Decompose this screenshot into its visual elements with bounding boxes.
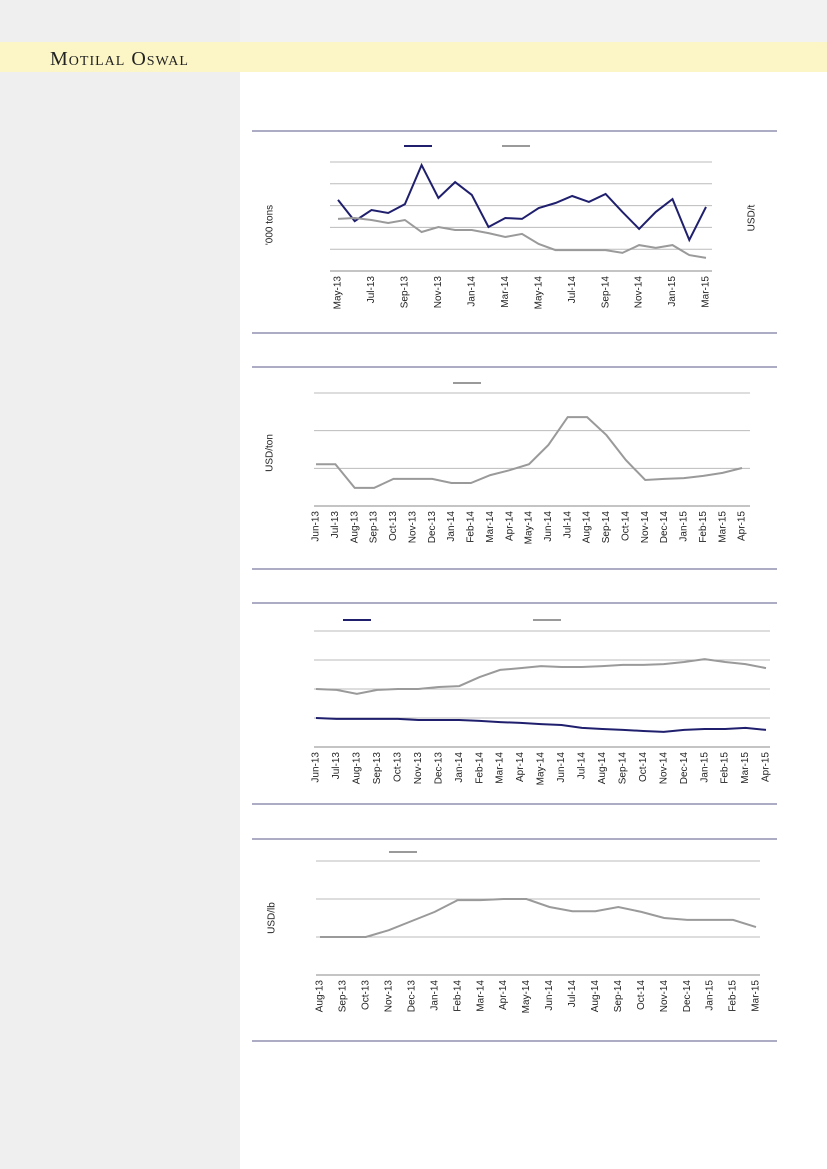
x-tick-label: Dec-13 bbox=[427, 511, 438, 544]
x-tick-label: Mar-15 bbox=[740, 752, 751, 784]
x-tick-label: Apr-15 bbox=[761, 752, 772, 782]
top-band bbox=[240, 0, 827, 42]
brand-band bbox=[0, 42, 827, 72]
x-tick-label: Jul-14 bbox=[567, 980, 578, 1008]
x-tick-label: Jan-15 bbox=[667, 276, 678, 307]
x-tick-label: Mar-14 bbox=[500, 276, 511, 308]
series-line bbox=[315, 717, 767, 733]
x-tick-label: Feb-14 bbox=[466, 511, 477, 543]
x-tick-label: Mar-14 bbox=[485, 511, 496, 543]
x-tick-label: Oct-14 bbox=[620, 511, 631, 541]
x-tick-label: Aug-13 bbox=[315, 980, 326, 1013]
x-tick-label: Jul-13 bbox=[366, 276, 377, 304]
series-line bbox=[320, 898, 757, 938]
x-tick-label: Sep-13 bbox=[338, 980, 349, 1013]
sidebar bbox=[0, 0, 240, 1169]
x-tick-label: Feb-15 bbox=[728, 980, 739, 1012]
x-tick-label: Feb-14 bbox=[452, 980, 463, 1012]
x-tick-label: Oct-13 bbox=[361, 980, 372, 1010]
x-tick-label: Sep-14 bbox=[600, 276, 611, 309]
x-tick-label: Dec-13 bbox=[406, 980, 417, 1013]
x-tick-label: Jan-14 bbox=[454, 752, 465, 783]
x-tick-label: Apr-15 bbox=[737, 511, 748, 541]
x-tick-label: Mar-14 bbox=[475, 980, 486, 1012]
series-line bbox=[316, 416, 743, 489]
x-tick-label: Jul-14 bbox=[562, 511, 573, 539]
x-tick-label: Sep-13 bbox=[400, 276, 411, 309]
x-tick-label: Aug-13 bbox=[349, 511, 360, 544]
x-tick-label: Dec-13 bbox=[433, 752, 444, 785]
x-tick-label: Jan-15 bbox=[699, 752, 710, 783]
x-tick-label: Mar-15 bbox=[717, 511, 728, 543]
x-tick-label: Apr-14 bbox=[498, 980, 509, 1010]
x-tick-label: Mar-15 bbox=[701, 276, 712, 308]
x-tick-label: Apr-14 bbox=[504, 511, 515, 541]
x-tick-label: Jan-14 bbox=[429, 980, 440, 1011]
y2-axis-label: USD/t bbox=[747, 204, 758, 231]
x-tick-label: Dec-14 bbox=[659, 511, 670, 544]
x-tick-label: Jun-14 bbox=[556, 752, 567, 783]
x-tick-label: Oct-13 bbox=[388, 511, 399, 541]
y-axis-label: '000 tons bbox=[265, 205, 276, 245]
x-tick-label: May-14 bbox=[521, 980, 532, 1014]
x-tick-label: Nov-13 bbox=[413, 752, 424, 785]
x-tick-label: May-14 bbox=[533, 276, 544, 310]
series-line bbox=[337, 162, 707, 243]
brand: Motilal Oswal bbox=[50, 48, 189, 70]
x-tick-label: Jul-14 bbox=[567, 276, 578, 304]
x-tick-label: Nov-14 bbox=[634, 276, 645, 309]
x-tick-label: Sep-13 bbox=[372, 752, 383, 785]
x-tick-label: Jun-13 bbox=[311, 752, 322, 783]
x-tick-label: Aug-14 bbox=[582, 511, 593, 544]
x-tick-label: Jun-14 bbox=[543, 511, 554, 542]
x-tick-label: Nov-14 bbox=[659, 980, 670, 1013]
x-tick-label: Feb-14 bbox=[474, 752, 485, 784]
x-tick-label: Nov-13 bbox=[407, 511, 418, 544]
x-tick-label: May-13 bbox=[333, 276, 344, 310]
x-tick-label: Aug-14 bbox=[590, 980, 601, 1013]
x-tick-label: Sep-14 bbox=[613, 980, 624, 1013]
x-tick-label: Aug-13 bbox=[352, 752, 363, 785]
x-tick-label: Sep-13 bbox=[369, 511, 380, 544]
x-tick-label: May-14 bbox=[524, 511, 535, 545]
x-tick-label: Oct-14 bbox=[636, 980, 647, 1010]
series-line bbox=[315, 658, 767, 695]
x-tick-label: Jan-15 bbox=[705, 980, 716, 1011]
x-tick-label: Nov-13 bbox=[383, 980, 394, 1013]
x-tick-label: Aug-14 bbox=[597, 752, 608, 785]
series-line bbox=[337, 216, 707, 259]
x-tick-label: Jun-14 bbox=[544, 980, 555, 1011]
x-tick-label: Nov-14 bbox=[658, 752, 669, 785]
x-tick-label: Feb-15 bbox=[698, 511, 709, 543]
y-axis-label: USD/ton bbox=[265, 434, 276, 472]
x-tick-label: Jul-13 bbox=[331, 752, 342, 780]
x-tick-label: Jan-14 bbox=[446, 511, 457, 542]
x-tick-label: Jun-13 bbox=[311, 511, 322, 542]
x-tick-label: Sep-14 bbox=[601, 511, 612, 544]
x-tick-label: Nov-13 bbox=[433, 276, 444, 309]
x-tick-label: Feb-15 bbox=[720, 752, 731, 784]
x-tick-label: Jul-14 bbox=[577, 752, 588, 780]
x-tick-label: Sep-14 bbox=[617, 752, 628, 785]
x-tick-label: Oct-14 bbox=[638, 752, 649, 782]
x-tick-label: Jan-14 bbox=[466, 276, 477, 307]
x-tick-label: Oct-13 bbox=[392, 752, 403, 782]
x-tick-label: May-14 bbox=[536, 752, 547, 786]
x-tick-label: Dec-14 bbox=[682, 980, 693, 1013]
x-tick-label: Mar-15 bbox=[751, 980, 762, 1012]
x-tick-label: Jan-15 bbox=[679, 511, 690, 542]
x-tick-label: Nov-14 bbox=[640, 511, 651, 544]
x-tick-label: Mar-14 bbox=[495, 752, 506, 784]
y-axis-label: USD/lb bbox=[267, 902, 278, 934]
x-tick-label: Jul-13 bbox=[330, 511, 341, 539]
x-tick-label: Apr-14 bbox=[515, 752, 526, 782]
x-tick-label: Dec-14 bbox=[679, 752, 690, 785]
